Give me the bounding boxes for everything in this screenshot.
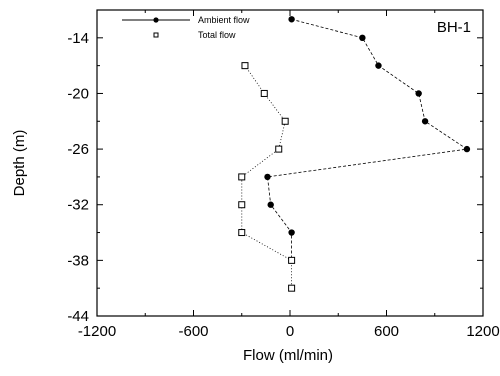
total-flow-point — [238, 229, 246, 237]
y-axis-ticks: -14 -20 -26 -32 -38 -44 — [67, 9, 483, 325]
legend-ambient-label: Ambient flow — [198, 15, 250, 25]
ambient-flow-line — [267, 18, 468, 261]
ambient-flow-point — [463, 145, 471, 153]
x-tick-label: 1200 — [466, 323, 499, 340]
ambient-flow-point — [267, 201, 274, 208]
y-tick-label: -20 — [67, 85, 89, 102]
total-flow-point — [288, 284, 296, 292]
total-flow-point — [241, 62, 249, 70]
ambient-flow-point — [264, 173, 271, 181]
x-axis-ticks: -1200 -600 0 600 1200 — [78, 10, 500, 340]
ambient-flow-point — [375, 62, 382, 69]
y-tick-label: -32 — [67, 197, 89, 214]
x-tick-label: 0 — [286, 323, 294, 340]
total-flow-point — [260, 89, 268, 97]
legend-total-marker — [153, 32, 159, 38]
panel-label: BH-1 — [437, 19, 471, 36]
ambient-flow-point — [359, 34, 366, 42]
ambient-flow-point — [421, 118, 429, 125]
series-lines — [241, 18, 468, 289]
x-tick-label: -1200 — [78, 323, 116, 340]
y-tick-label: -38 — [67, 252, 89, 269]
x-axis-label: Flow (ml/min) — [243, 347, 333, 364]
legend-ambient-marker — [153, 17, 159, 23]
x-tick-label: -600 — [178, 323, 208, 340]
ambient-flow-point — [288, 229, 295, 236]
ambient-flow-point — [415, 90, 422, 97]
total-flow-point — [275, 145, 283, 153]
x-tick-label: 600 — [374, 323, 399, 340]
total-flow-point — [281, 117, 289, 125]
total-flow-point — [238, 173, 246, 181]
ambient-flow-point — [288, 16, 295, 23]
y-tick-label: -26 — [67, 141, 89, 158]
series-marks — [238, 16, 471, 292]
y-tick-label: -44 — [67, 308, 89, 325]
legend-total-label: Total flow — [198, 30, 236, 40]
y-tick-label: -14 — [67, 30, 89, 47]
y-axis-label: Depth (m) — [11, 130, 28, 197]
total-flow-line — [241, 65, 293, 289]
total-flow-point — [238, 201, 246, 209]
legend: Ambient flow Total flow — [122, 15, 250, 40]
total-flow-point — [288, 256, 296, 264]
plot-frame — [96, 9, 484, 317]
